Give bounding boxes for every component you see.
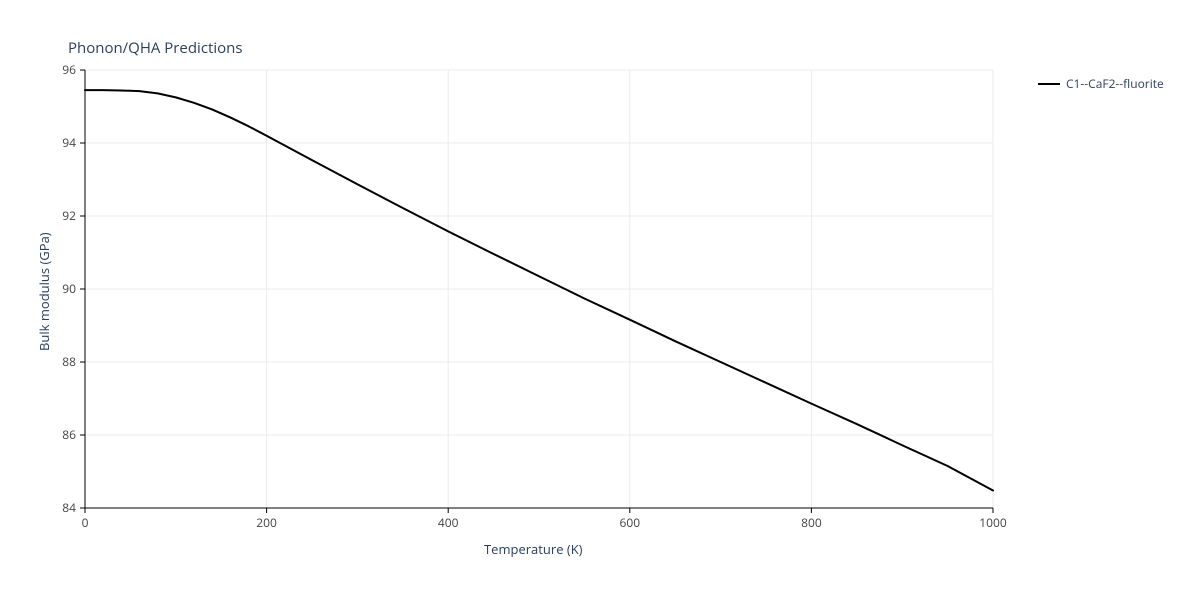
legend-label: C1--CaF2--fluorite — [1066, 75, 1164, 92]
y-tick-label: 96 — [62, 61, 76, 78]
x-tick-label: 200 — [256, 514, 277, 531]
chart-svg: 0 200 400 600 800 1000 84 86 88 90 92 94 96 — [0, 0, 1200, 600]
x-tick-label: 600 — [620, 514, 641, 531]
chart-container: Phonon/QHA Predictions 02004006008001000… — [0, 0, 1200, 600]
y-tick-label: 94 — [62, 134, 76, 151]
legend: C1--CaF2--fluorite — [1038, 75, 1164, 92]
y-tick-label: 86 — [62, 426, 76, 443]
y-tick-label: 88 — [62, 353, 76, 370]
x-tick-label: 800 — [801, 514, 822, 531]
y-tick-label: 92 — [62, 207, 76, 224]
x-tick-label: 0 — [82, 514, 89, 531]
y-axis-label: Bulk modulus (GPa) — [35, 232, 53, 351]
legend-swatch — [1038, 83, 1060, 85]
y-tick-label: 84 — [62, 499, 76, 516]
y-tick-label: 90 — [62, 280, 76, 297]
series-line — [85, 90, 993, 490]
x-tick-label: 1000 — [979, 514, 1007, 531]
x-tick-label: 400 — [438, 514, 459, 531]
x-axis-label: Temperature (K) — [484, 540, 583, 558]
